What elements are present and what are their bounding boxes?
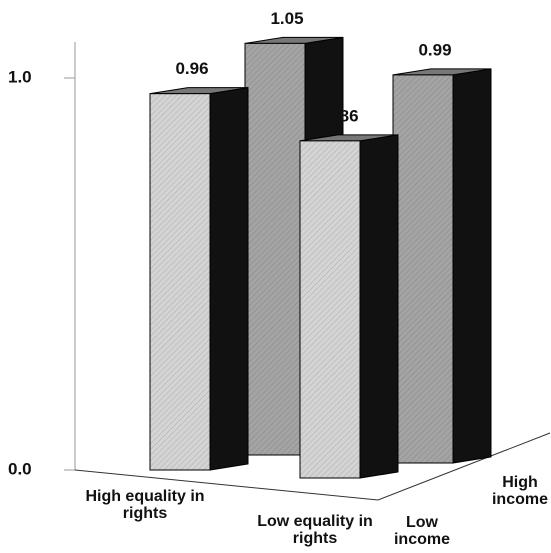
y-tick-label: 0.0 — [8, 459, 32, 478]
x-category-label: High equality in rights — [85, 488, 205, 522]
value-label: 0.96 — [175, 59, 208, 78]
bar-texture — [245, 43, 305, 456]
bar-side — [209, 87, 249, 471]
bar-side — [452, 68, 492, 464]
bar-texture — [300, 140, 360, 478]
depth-label: Low income — [393, 514, 450, 548]
bar-texture — [393, 74, 453, 464]
value-label: 0.86 — [325, 106, 358, 125]
depth-label: High income — [491, 474, 548, 508]
x-category-label: Low equality in rights — [257, 513, 373, 547]
floor-edge — [74, 432, 551, 501]
y-tick-label: 1.0 — [8, 67, 32, 86]
value-label: 1.05 — [270, 9, 303, 28]
bar-texture — [150, 93, 210, 471]
bar-side — [359, 134, 399, 479]
value-label: 0.99 — [418, 40, 451, 59]
